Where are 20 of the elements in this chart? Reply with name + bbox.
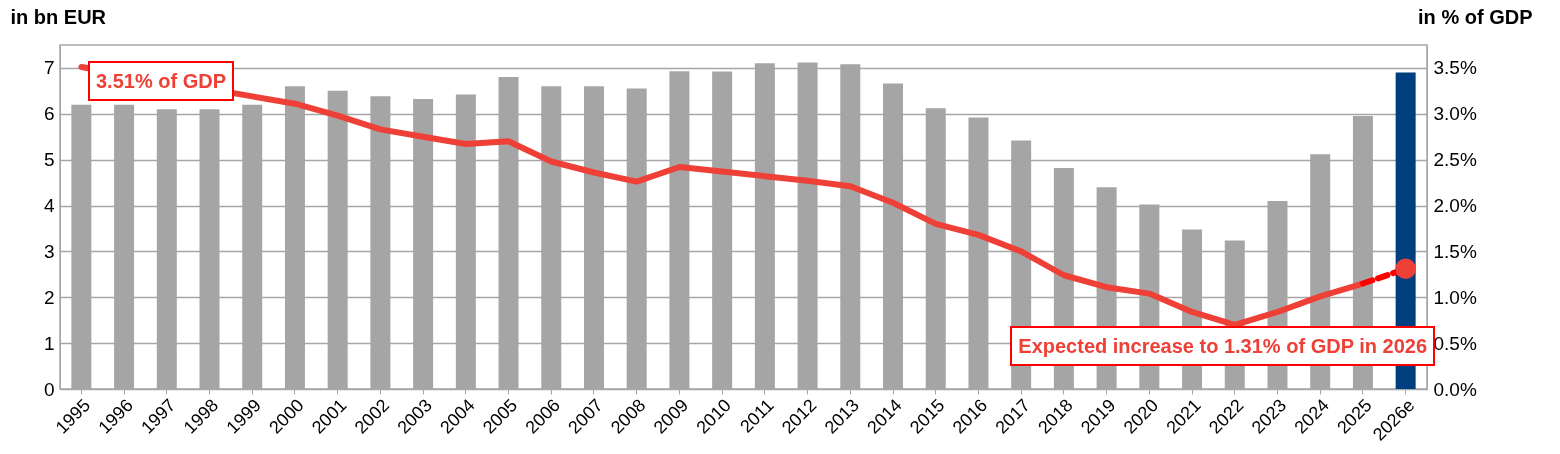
y2-axis-title: in % of GDP bbox=[1418, 5, 1533, 28]
y-tick-label: 0 bbox=[43, 378, 55, 400]
y2-tick-label: 3.0% bbox=[1433, 103, 1477, 125]
y-tick-label: 1 bbox=[43, 332, 55, 354]
y-axis-title: in bn EUR bbox=[10, 5, 107, 28]
y2-tick-label: 1.5% bbox=[1433, 240, 1477, 262]
y2-tick-label: 0.0% bbox=[1433, 378, 1477, 400]
y-tick-label: 2 bbox=[43, 286, 55, 308]
annotation: Expected increase to 1.31% of GDP in 2026 bbox=[1010, 326, 1435, 366]
y-tick-label: 5 bbox=[43, 149, 55, 171]
y-tick-label: 3 bbox=[43, 240, 55, 262]
y2-tick-label: 3.5% bbox=[1433, 57, 1477, 79]
y2-tick-label: 2.0% bbox=[1433, 195, 1477, 217]
y2-tick-label: 1.0% bbox=[1433, 286, 1477, 308]
y-tick-label: 7 bbox=[43, 57, 55, 79]
annotation: 3.51% of GDP bbox=[88, 61, 235, 101]
y-tick-label: 6 bbox=[43, 103, 55, 125]
y-tick-label: 4 bbox=[43, 195, 55, 217]
y2-tick-label: 2.5% bbox=[1433, 149, 1477, 171]
y2-tick-label: 0.5% bbox=[1433, 332, 1477, 354]
